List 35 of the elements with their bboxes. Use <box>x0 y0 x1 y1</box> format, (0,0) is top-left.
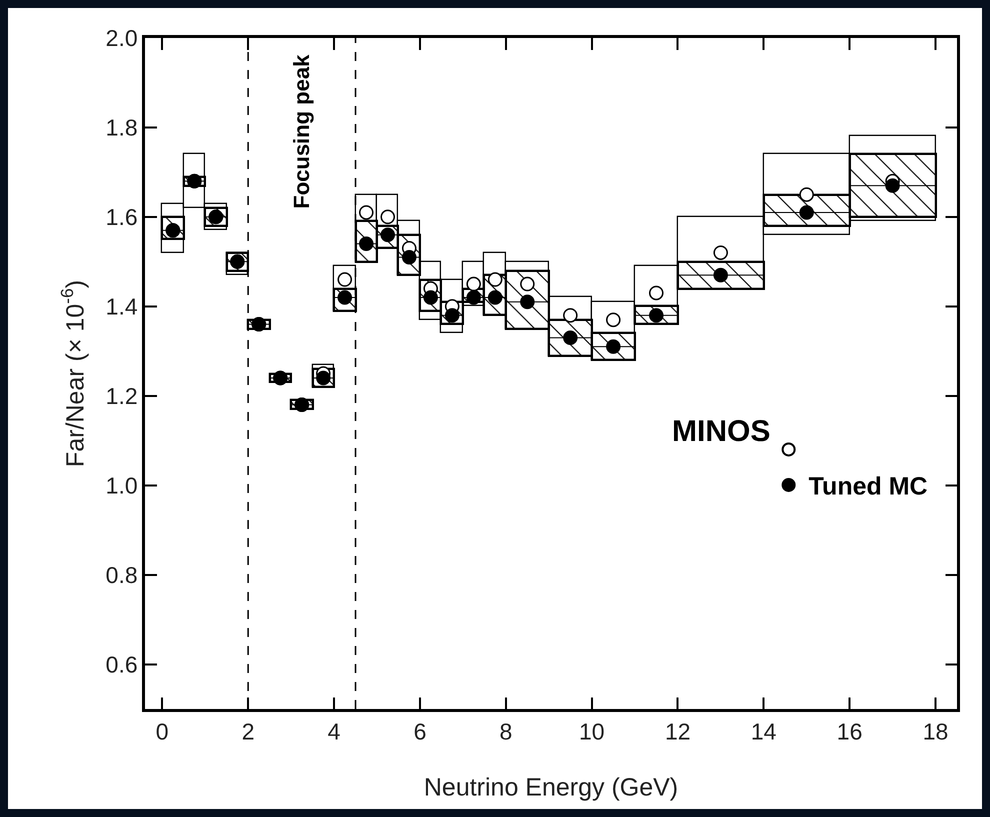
point <box>380 210 395 224</box>
legend-label: Tuned MC <box>808 472 928 501</box>
x-tick-label: 12 <box>664 718 691 744</box>
y-tick-label: 1.0 <box>106 472 138 498</box>
x-tick-label: 10 <box>579 718 605 744</box>
x-tick-label: 8 <box>499 718 512 744</box>
point <box>713 245 728 260</box>
point <box>799 187 814 202</box>
y-tick-label: 1.2 <box>106 382 138 409</box>
y-tick-label: 1.4 <box>106 293 138 320</box>
y-tick-label: 2.0 <box>106 25 138 52</box>
x-tick-label: 4 <box>328 718 341 744</box>
annotation: MINOS <box>672 415 770 448</box>
point <box>885 178 900 193</box>
y-tick-label: 1.6 <box>106 204 138 230</box>
y-tick-label: 0.8 <box>106 562 138 588</box>
x-tick-label: 6 <box>414 718 426 744</box>
y-tick-label: 0.6 <box>106 651 138 678</box>
point <box>799 205 814 220</box>
point <box>338 272 352 287</box>
point <box>488 272 502 287</box>
x-tick-label: 18 <box>922 718 948 744</box>
annotation: Focusing peak <box>288 54 314 209</box>
point <box>713 268 728 282</box>
x-tick-label: 0 <box>156 718 169 744</box>
x-tick-label: 14 <box>750 718 777 744</box>
x-axis-title: Neutrino Energy (GeV) <box>424 774 678 802</box>
x-tick-label: 2 <box>242 718 255 744</box>
point <box>359 205 374 220</box>
point <box>606 312 621 328</box>
point <box>563 308 578 323</box>
point <box>520 294 535 310</box>
x-tick-label: 16 <box>836 718 862 744</box>
point <box>520 276 535 292</box>
y-tick-label: 1.8 <box>106 114 138 141</box>
